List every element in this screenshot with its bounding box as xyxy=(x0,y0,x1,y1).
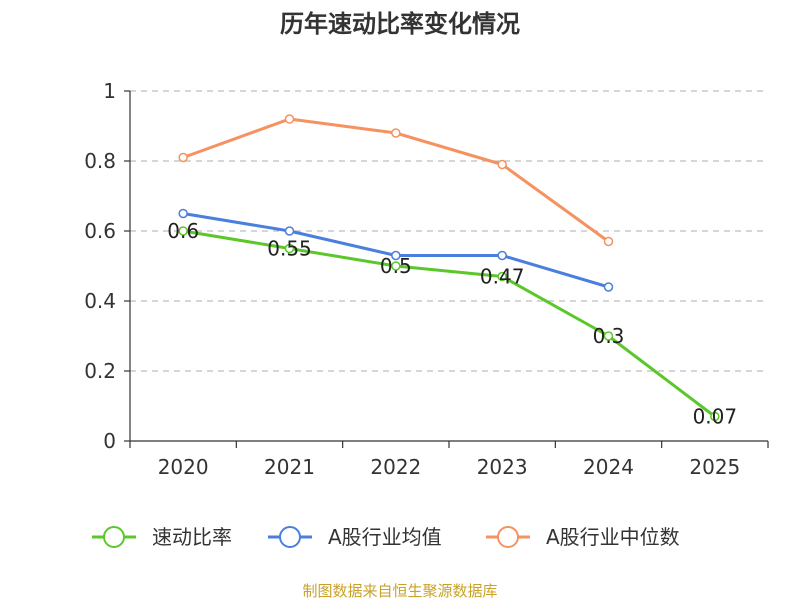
data-point[interactable] xyxy=(391,128,401,138)
x-tick-label: 2023 xyxy=(477,455,528,479)
source-note: 制图数据来自恒生聚源数据库 xyxy=(302,582,497,600)
y-tick-label: 0.8 xyxy=(84,149,116,173)
legend-marker-icon xyxy=(497,526,519,548)
legend-label: A股行业中位数 xyxy=(546,525,680,549)
data-point[interactable] xyxy=(710,411,720,422)
data-point[interactable] xyxy=(284,243,295,254)
x-tick-label: 2022 xyxy=(370,455,421,479)
legend-item[interactable]: 速动比率 xyxy=(92,525,232,549)
data-point[interactable] xyxy=(391,261,401,271)
x-tick-label: 2024 xyxy=(583,455,634,479)
data-point[interactable] xyxy=(603,282,614,292)
legend-marker-icon xyxy=(103,526,125,548)
data-label: 0.6 xyxy=(167,219,199,243)
data-point[interactable] xyxy=(178,226,188,236)
data-label: 0.3 xyxy=(593,324,625,348)
y-tick-label: 0.6 xyxy=(84,219,116,243)
legend-item[interactable]: A股行业中位数 xyxy=(486,525,680,549)
legend[interactable]: 速动比率 A股行业均值 A股行业中位数 xyxy=(92,525,680,549)
data-point[interactable] xyxy=(497,159,507,170)
data-point[interactable] xyxy=(284,114,295,124)
data-point[interactable] xyxy=(391,250,401,261)
x-tick-label: 2020 xyxy=(158,455,209,479)
data-label: 0.07 xyxy=(693,405,738,429)
data-point[interactable] xyxy=(178,152,188,163)
legend-label: 速动比率 xyxy=(152,525,232,549)
x-tick-label: 2021 xyxy=(264,455,315,479)
y-tick-label: 0.4 xyxy=(84,289,116,313)
legend-label: A股行业均值 xyxy=(328,525,442,549)
data-label: 0.47 xyxy=(480,265,525,289)
series-line xyxy=(182,229,716,418)
data-label: 0.5 xyxy=(380,254,412,278)
series-group xyxy=(178,114,720,422)
y-tick-label: 1 xyxy=(103,79,116,103)
data-point[interactable] xyxy=(497,250,507,261)
data-point[interactable] xyxy=(284,226,295,236)
chart-title: 历年速动比率变化情况 xyxy=(280,10,520,38)
x-tick-label: 2025 xyxy=(689,455,740,479)
y-tick-label: 0 xyxy=(103,429,116,453)
axes: 0 0.2 0.4 0.6 0.8 1 2020 2021 2022 2023 2024 2025 xyxy=(84,79,769,479)
data-point[interactable] xyxy=(178,208,188,219)
data-point[interactable] xyxy=(603,331,614,341)
data-point[interactable] xyxy=(497,271,507,282)
legend-item[interactable]: A股行业均值 xyxy=(268,525,442,549)
data-label: 0.55 xyxy=(267,237,312,261)
data-labels: 0.6 0.55 0.5 0.47 0.3 0.07 xyxy=(167,219,737,429)
y-tick-label: 0.2 xyxy=(84,359,116,383)
legend-marker-icon xyxy=(279,526,301,548)
data-point[interactable] xyxy=(603,236,614,247)
grid xyxy=(130,90,768,372)
